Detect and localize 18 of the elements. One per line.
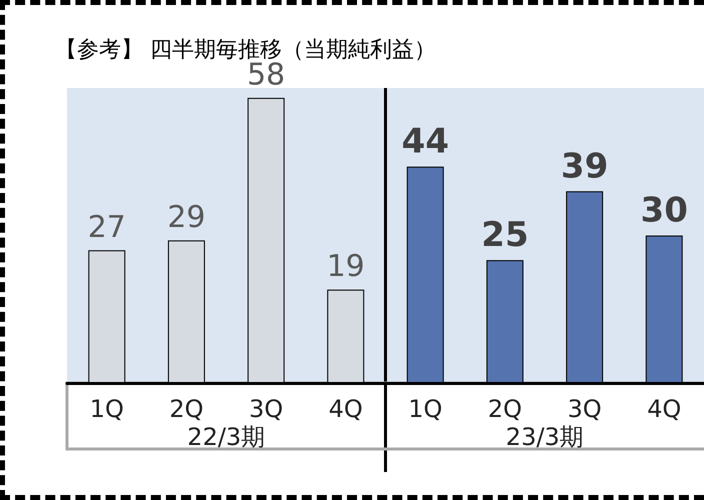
data-label: 30 bbox=[640, 190, 688, 230]
x-tick-label: 1Q bbox=[408, 395, 442, 423]
x-tick-label: 1Q bbox=[90, 395, 124, 423]
data-label: 27 bbox=[88, 210, 126, 245]
data-label: 25 bbox=[481, 215, 529, 256]
x-tick-label: 3Q bbox=[248, 395, 284, 423]
x-tick-label: 4Q bbox=[328, 395, 363, 423]
x-tick-label: 3Q bbox=[567, 395, 602, 423]
text: 23/3期 bbox=[506, 423, 584, 451]
data-label: 39 bbox=[560, 146, 608, 186]
data-label: 19 bbox=[326, 249, 365, 284]
x-tick-label: 4Q bbox=[647, 395, 682, 423]
text: 22/3期 bbox=[187, 423, 266, 451]
data-label: 29 bbox=[167, 200, 206, 235]
chart-title: 【参考】 四半期毎推移（当期純利益） bbox=[55, 38, 436, 62]
x-tick-label: 2Q bbox=[488, 395, 522, 423]
x-tick-label: 2Q bbox=[169, 395, 204, 423]
data-label: 44 bbox=[402, 122, 449, 162]
